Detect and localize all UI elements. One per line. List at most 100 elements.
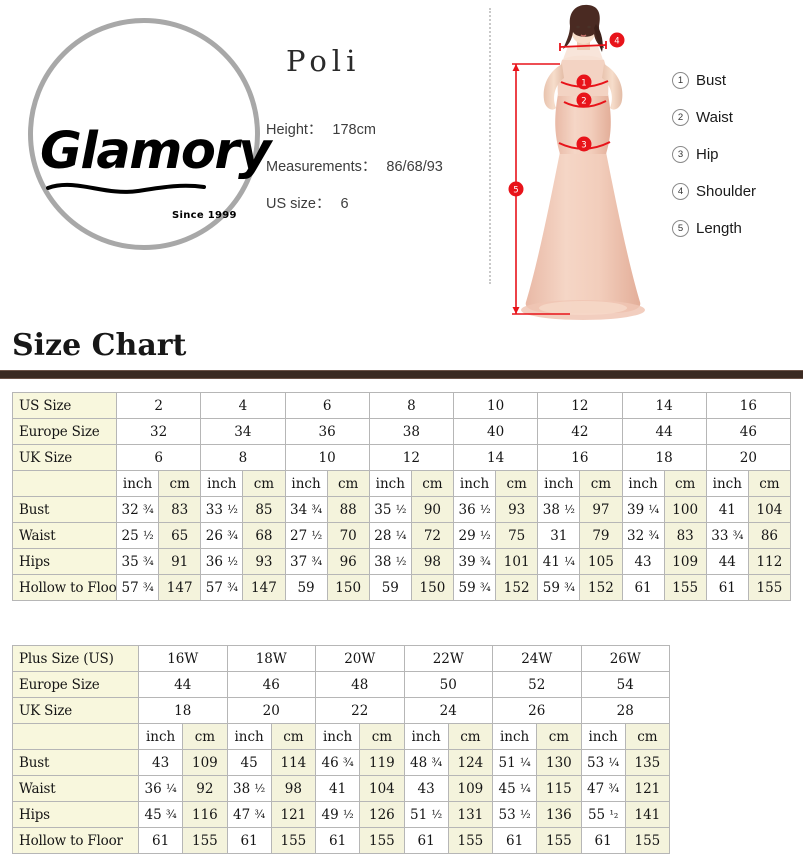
size-cell: 48	[315, 671, 405, 698]
spec-us-size-colon: ：	[315, 196, 331, 212]
value-cm: 131	[447, 801, 494, 828]
model-name: Poli	[286, 44, 361, 78]
value-inch: 32 ¾	[115, 496, 160, 523]
value-cm: 152	[495, 574, 539, 601]
value-inch: 45 ¼	[491, 775, 538, 802]
vertical-dotted-divider	[489, 8, 491, 284]
value-inch: 59	[368, 574, 412, 601]
model-specs: Height： 178cm Measurements： 86/68/93 US si…	[266, 118, 496, 229]
svg-text:2: 2	[581, 96, 586, 106]
row-header-label: Waist	[12, 775, 139, 802]
legend-item-waist: 2 Waist	[672, 99, 803, 136]
value-inch: 47 ¾	[580, 775, 626, 802]
value-inch: 43	[403, 775, 449, 802]
unit-cm: cm	[579, 470, 623, 497]
value-cm: 79	[579, 522, 623, 549]
value-cm: 155	[359, 827, 405, 854]
size-cell: 20W	[315, 645, 405, 672]
unit-cm: cm	[663, 470, 707, 497]
table-row: Europe Size 44 46 48 50 52 54	[12, 671, 670, 698]
legend-item-length: 5 Length	[672, 210, 803, 247]
value-cm: 152	[579, 574, 623, 601]
value-inch: 45 ¾	[137, 801, 184, 828]
value-cm: 141	[624, 801, 671, 828]
size-cell: 20	[226, 697, 316, 724]
value-cm: 86	[747, 522, 792, 549]
spec-height: Height： 178cm	[266, 118, 496, 139]
value-inch: 57 ¾	[115, 574, 160, 601]
unit-inch: inch	[621, 470, 665, 497]
unit-inch: inch	[284, 470, 328, 497]
value-inch: 61	[226, 827, 272, 854]
title-divider	[0, 370, 803, 379]
unit-cm: cm	[270, 723, 317, 750]
value-cm: 91	[158, 548, 202, 575]
size-cell: 38	[368, 418, 455, 445]
table-row: Hollow to Floor 61 155 61 155 61 155 61 155 61 155…	[12, 827, 671, 854]
table-row: Hips 45 ¾ 116 47 ¾ 121 49 ½ 126 51 ½ 131 53 ½ 136 5…	[12, 801, 671, 828]
value-inch: 43	[137, 749, 184, 776]
value-inch: 36 ½	[452, 496, 497, 523]
value-cm: 83	[158, 496, 202, 523]
value-cm: 109	[182, 749, 228, 776]
unit-row-blank	[12, 723, 139, 750]
row-header-label: Hollow to Floor	[12, 574, 117, 601]
value-inch: 46 ¾	[314, 749, 361, 776]
row-header-label: Plus Size (US)	[12, 645, 139, 672]
unit-inch: inch	[580, 723, 626, 750]
value-inch: 41	[705, 496, 749, 523]
value-inch: 49 ½	[314, 801, 361, 828]
value-cm: 121	[270, 801, 317, 828]
svg-text:3: 3	[581, 140, 586, 150]
spec-us-size-value: 6	[340, 196, 349, 212]
value-cm: 136	[536, 801, 582, 828]
size-cell: 8	[200, 444, 286, 471]
size-cell: 18	[138, 697, 228, 724]
value-inch: 53 ½	[491, 801, 538, 828]
value-inch: 34 ¾	[284, 496, 328, 523]
svg-text:5: 5	[513, 185, 518, 195]
value-inch: 53 ¼	[580, 749, 626, 776]
value-cm: 112	[747, 548, 792, 575]
value-inch: 59	[284, 574, 328, 601]
table-row: inch cm inch cm inch cm inch cm inch cm inch cm	[12, 723, 671, 750]
value-inch: 38 ½	[537, 496, 581, 523]
size-cell: 12	[537, 392, 623, 419]
unit-inch: inch	[452, 470, 497, 497]
unit-cm: cm	[242, 470, 286, 497]
value-inch: 27 ½	[284, 522, 328, 549]
value-cm: 109	[447, 775, 494, 802]
row-header-label: Europe Size	[12, 671, 139, 698]
svg-text:4: 4	[614, 36, 619, 46]
size-cell: 32	[115, 418, 202, 445]
value-inch: 51 ½	[403, 801, 449, 828]
value-cm: 93	[495, 496, 539, 523]
legend-label-bust: Bust	[696, 72, 727, 89]
unit-inch: inch	[314, 723, 361, 750]
size-cell: 10	[452, 392, 539, 419]
value-cm: 85	[242, 496, 286, 523]
unit-inch: inch	[368, 470, 412, 497]
legend-number-1: 1	[672, 72, 689, 89]
spec-height-colon: ：	[307, 122, 323, 138]
table-row: Waist 36 ¼ 92 38 ½ 98 41 104 43 109 45 ¼ 115 47 ¾ 12…	[12, 775, 671, 802]
plus-size-table: Plus Size (US) 16W 18W 20W 22W 24W 26W Europe S…	[12, 645, 671, 854]
row-header-label: Hips	[12, 801, 139, 828]
table-row: Waist 25 ½ 65 26 ¾ 68 27 ½ 70 28 ¼ 72 29 ½ 75 31 79 3…	[12, 522, 792, 549]
value-cm: 121	[624, 775, 671, 802]
plus-size-table-body: Plus Size (US) 16W 18W 20W 22W 24W 26W Europe S…	[12, 645, 671, 854]
row-header-label: Europe Size	[12, 418, 117, 445]
row-header-label: Bust	[12, 749, 139, 776]
value-cm: 96	[326, 548, 370, 575]
size-cell: 42	[537, 418, 623, 445]
page-title: Size Chart	[12, 328, 187, 363]
legend-item-hip: 3 Hip	[672, 136, 803, 173]
value-cm: 155	[182, 827, 228, 854]
value-inch: 25 ½	[115, 522, 160, 549]
logo-swoosh-icon	[46, 182, 206, 194]
value-inch: 32 ¾	[621, 522, 665, 549]
table-row: Hollow to Floor 57 ¾ 147 57 ¾ 147 59 150 59 150 5…	[12, 574, 792, 601]
size-cell: 14	[621, 392, 707, 419]
size-cell: 4	[200, 392, 286, 419]
unit-inch: inch	[200, 470, 244, 497]
